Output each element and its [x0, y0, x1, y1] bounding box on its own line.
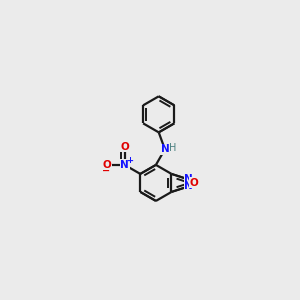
Text: +: +: [127, 156, 134, 165]
Text: O: O: [120, 142, 129, 152]
Text: O: O: [190, 178, 198, 188]
Text: H: H: [169, 143, 177, 153]
Text: N: N: [184, 182, 193, 191]
Text: −: −: [102, 166, 110, 176]
Text: N: N: [120, 160, 129, 170]
Text: N: N: [184, 175, 193, 184]
Text: N: N: [160, 144, 169, 154]
Text: O: O: [102, 160, 111, 170]
